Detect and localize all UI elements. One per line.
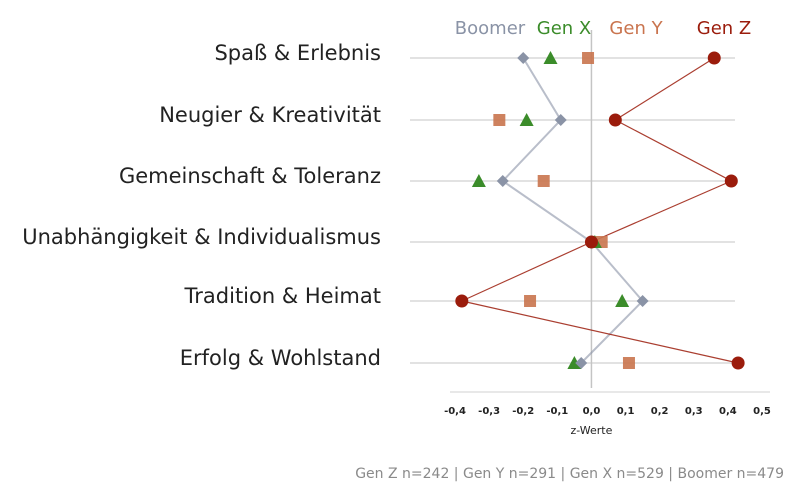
gen-z-point bbox=[455, 294, 469, 308]
gen-y-point bbox=[493, 114, 506, 126]
gen-x-point bbox=[615, 294, 630, 307]
legend-gen-x: Gen X bbox=[537, 18, 591, 39]
gen-y-point bbox=[524, 295, 537, 307]
legend-gen-y: Gen Y bbox=[609, 18, 663, 39]
x-tick-label: 0,5 bbox=[753, 406, 771, 417]
boomer-point bbox=[554, 114, 567, 126]
boomer-point bbox=[496, 175, 509, 187]
category-label: Unabhängigkeit & Individualismus bbox=[22, 225, 381, 249]
x-tick-label: -0,3 bbox=[478, 406, 500, 417]
gen-y-point bbox=[537, 175, 550, 187]
gen-y-point bbox=[622, 357, 635, 369]
category-label: Gemeinschaft & Toleranz bbox=[119, 164, 381, 188]
gen-z-point bbox=[731, 356, 745, 370]
x-tick-label: 0,3 bbox=[685, 406, 703, 417]
category-label: Spaß & Erlebnis bbox=[214, 41, 381, 65]
category-label: Tradition & Heimat bbox=[184, 284, 381, 308]
x-tick-label: 0,1 bbox=[617, 406, 635, 417]
legend-boomer: Boomer bbox=[455, 18, 526, 39]
gen-y-point bbox=[582, 52, 595, 64]
legend-gen-z: Gen Z bbox=[697, 18, 751, 39]
category-label: Neugier & Kreativität bbox=[159, 103, 381, 127]
boomer-point bbox=[575, 357, 588, 369]
sample-size-footer: Gen Z n=242 | Gen Y n=291 | Gen X n=529 … bbox=[355, 466, 784, 482]
x-tick-label: -0,2 bbox=[512, 406, 534, 417]
gen-x-point bbox=[471, 174, 486, 187]
gen-z-point bbox=[724, 174, 738, 188]
x-tick-label: 0,2 bbox=[651, 406, 669, 417]
x-tick-label: -0,1 bbox=[546, 406, 568, 417]
series-line-gen-z bbox=[459, 57, 739, 364]
x-tick-label: 0,4 bbox=[719, 406, 737, 417]
boomer-point bbox=[517, 52, 530, 64]
gen-z-point bbox=[584, 235, 598, 249]
x-axis-label: z-Werte bbox=[570, 424, 612, 437]
series-line-boomer bbox=[501, 57, 644, 364]
x-tick-label: 0,0 bbox=[583, 406, 601, 417]
x-tick-label: -0,4 bbox=[444, 406, 466, 417]
boomer-point bbox=[636, 295, 649, 307]
gen-x-point bbox=[567, 356, 582, 369]
category-label: Erfolg & Wohlstand bbox=[180, 346, 381, 370]
gen-z-point bbox=[707, 51, 721, 65]
gen-x-point bbox=[519, 113, 534, 126]
gen-x-point bbox=[543, 51, 558, 64]
gen-z-point bbox=[608, 113, 622, 127]
